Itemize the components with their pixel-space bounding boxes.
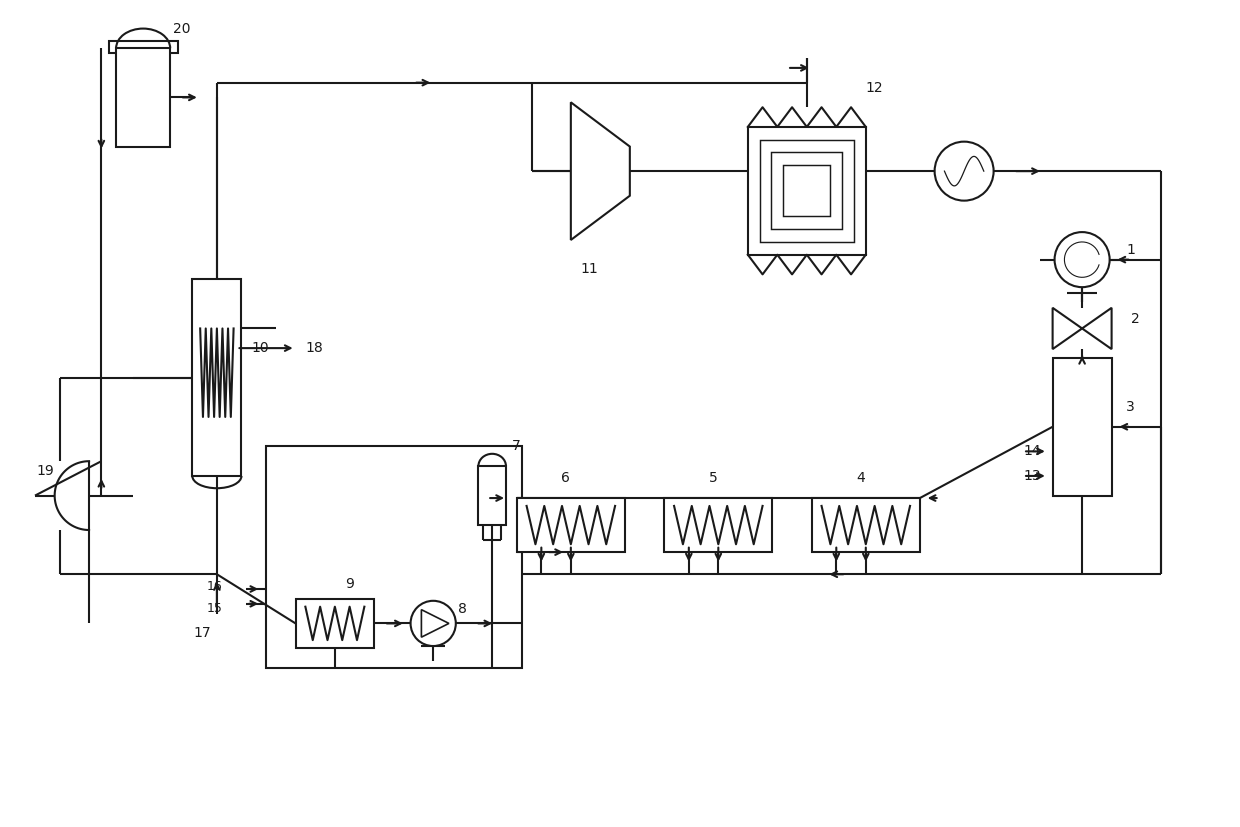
Circle shape <box>1054 232 1110 287</box>
Text: 6: 6 <box>560 471 570 485</box>
Bar <box>109 41 177 53</box>
Bar <box>812 498 920 552</box>
Text: 20: 20 <box>172 22 190 36</box>
Bar <box>1053 358 1111 495</box>
Polygon shape <box>1083 308 1111 349</box>
Text: 9: 9 <box>345 577 353 591</box>
Polygon shape <box>1053 308 1083 349</box>
Text: 7: 7 <box>512 439 521 453</box>
Text: 2: 2 <box>1131 312 1140 326</box>
Text: 3: 3 <box>1126 400 1135 414</box>
Polygon shape <box>570 103 630 240</box>
Bar <box>771 152 842 229</box>
Bar <box>665 498 773 552</box>
Bar <box>760 140 854 242</box>
Text: 1: 1 <box>1126 243 1136 257</box>
Text: 14: 14 <box>1023 444 1040 458</box>
Bar <box>295 599 374 648</box>
Text: 17: 17 <box>193 626 211 640</box>
Bar <box>117 48 170 146</box>
Bar <box>479 466 506 525</box>
Circle shape <box>410 600 456 646</box>
Text: 15: 15 <box>207 602 223 615</box>
Text: 16: 16 <box>207 580 223 593</box>
Text: 5: 5 <box>708 471 717 485</box>
Bar <box>748 127 866 255</box>
Circle shape <box>935 141 993 201</box>
Polygon shape <box>422 609 449 637</box>
Text: 13: 13 <box>1023 469 1040 483</box>
Bar <box>192 280 242 476</box>
Text: 18: 18 <box>305 341 324 355</box>
Text: 12: 12 <box>866 80 883 94</box>
Bar <box>267 447 522 667</box>
Text: 10: 10 <box>252 341 269 355</box>
Text: 19: 19 <box>36 464 53 478</box>
Bar <box>517 498 625 552</box>
Text: 8: 8 <box>458 602 466 615</box>
Bar <box>784 165 831 217</box>
Text: 4: 4 <box>856 471 864 485</box>
Text: 11: 11 <box>580 262 599 276</box>
